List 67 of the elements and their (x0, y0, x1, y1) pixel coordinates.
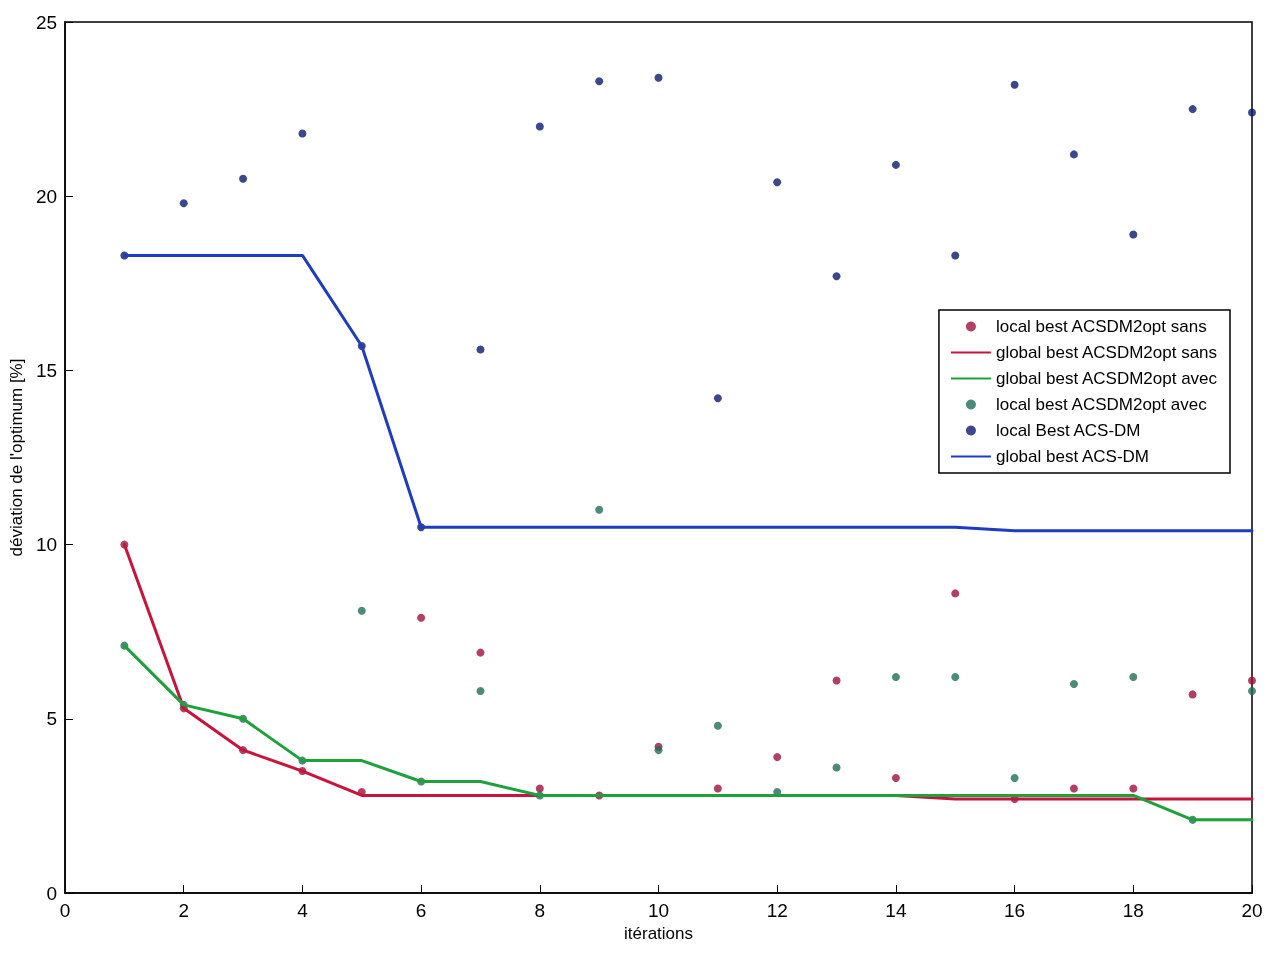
point (535, 784, 544, 793)
point (595, 505, 604, 514)
point (1248, 676, 1256, 685)
point (298, 129, 307, 138)
x-tick-label: 8 (534, 900, 546, 921)
x-tick-label: 12 (766, 900, 788, 921)
y-tick-label: 25 (35, 11, 58, 33)
point (1129, 784, 1138, 793)
point (773, 753, 782, 762)
x-tick-label: 6 (415, 900, 427, 921)
x-axis-title: itérations (624, 924, 694, 943)
x-tick-label: 2 (178, 900, 190, 921)
point (1188, 105, 1197, 114)
point (1248, 108, 1256, 117)
point (891, 672, 900, 681)
y-tick-label: 20 (35, 185, 58, 207)
point (179, 199, 188, 208)
point (1069, 784, 1078, 793)
y-tick-label: 10 (35, 534, 58, 556)
x-tick-label: 20 (1241, 900, 1263, 921)
point (1069, 679, 1078, 688)
point (951, 251, 960, 260)
point (1069, 150, 1078, 159)
legend-label: global best ACSDM2opt sans (995, 343, 1218, 362)
point (1129, 230, 1138, 239)
point (476, 345, 485, 354)
y-tick-label: 15 (35, 359, 58, 381)
point (1188, 690, 1197, 699)
y-tick-label: 0 (46, 882, 58, 904)
point (773, 178, 782, 187)
legend-label: global best ACSDM2opt avec (995, 369, 1218, 388)
x-tick-label: 14 (885, 900, 907, 921)
legend-label: local best ACSDM2opt sans (995, 317, 1207, 336)
point (891, 160, 900, 169)
y-tick-label: 5 (46, 708, 58, 730)
x-tick-label: 16 (1004, 900, 1026, 921)
point (713, 721, 722, 730)
point (832, 676, 841, 685)
point (713, 784, 722, 793)
x-tick-label: 4 (297, 900, 309, 921)
x-tick-label: 0 (59, 900, 71, 921)
point (357, 606, 366, 615)
point (1248, 686, 1256, 695)
point (891, 774, 900, 783)
point (476, 648, 485, 657)
legend-label: global best ACS-DM (995, 447, 1150, 466)
point (417, 613, 426, 622)
point (476, 686, 485, 695)
line-series (122, 253, 1254, 533)
point (951, 589, 960, 598)
legend-label: local best ACSDM2opt avec (995, 395, 1208, 414)
point (1010, 774, 1019, 783)
point (951, 672, 960, 681)
point (832, 272, 841, 281)
point (654, 73, 663, 82)
x-tick-label: 18 (1122, 900, 1144, 921)
legend-label: local Best ACS-DM (995, 421, 1141, 440)
point (595, 77, 604, 86)
x-tick-label: 10 (647, 900, 670, 921)
point (832, 763, 841, 772)
point (239, 174, 248, 183)
point (654, 746, 663, 755)
point (535, 122, 544, 131)
y-axis-title: déviation de l'optimum [%] (7, 358, 26, 557)
point (1010, 80, 1019, 89)
point (713, 394, 722, 403)
point (1129, 672, 1138, 681)
